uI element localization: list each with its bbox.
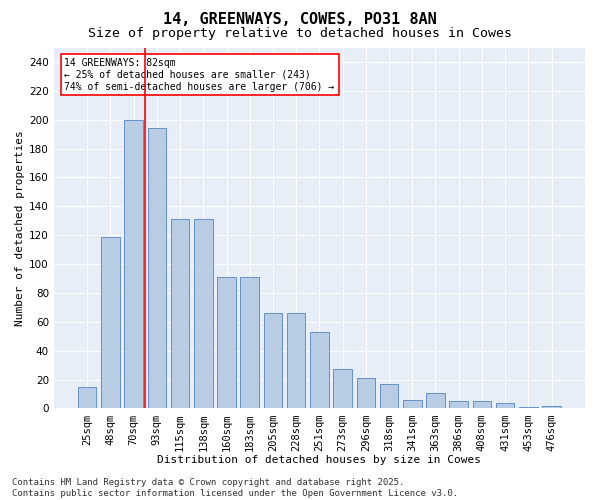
Bar: [101, 236, 120, 408]
Bar: [403, 400, 422, 408]
Bar: [78, 387, 97, 408]
Text: 14, GREENWAYS, COWES, PO31 8AN: 14, GREENWAYS, COWES, PO31 8AN: [163, 12, 437, 28]
Y-axis label: Number of detached properties: Number of detached properties: [15, 130, 25, 326]
Bar: [263, 313, 282, 408]
Bar: [310, 332, 329, 408]
Bar: [380, 384, 398, 408]
Text: Contains HM Land Registry data © Crown copyright and database right 2025.
Contai: Contains HM Land Registry data © Crown c…: [12, 478, 458, 498]
Bar: [241, 277, 259, 408]
Bar: [171, 220, 190, 408]
Bar: [519, 407, 538, 408]
Bar: [426, 392, 445, 408]
Bar: [194, 220, 212, 408]
Bar: [496, 402, 514, 408]
Text: Size of property relative to detached houses in Cowes: Size of property relative to detached ho…: [88, 28, 512, 40]
Text: 14 GREENWAYS: 82sqm
← 25% of detached houses are smaller (243)
74% of semi-detac: 14 GREENWAYS: 82sqm ← 25% of detached ho…: [64, 58, 335, 92]
Bar: [124, 120, 143, 408]
Bar: [356, 378, 375, 408]
X-axis label: Distribution of detached houses by size in Cowes: Distribution of detached houses by size …: [157, 455, 481, 465]
Bar: [449, 402, 468, 408]
Bar: [542, 406, 561, 408]
Bar: [473, 402, 491, 408]
Bar: [148, 128, 166, 408]
Bar: [334, 370, 352, 408]
Bar: [287, 313, 305, 408]
Bar: [217, 277, 236, 408]
